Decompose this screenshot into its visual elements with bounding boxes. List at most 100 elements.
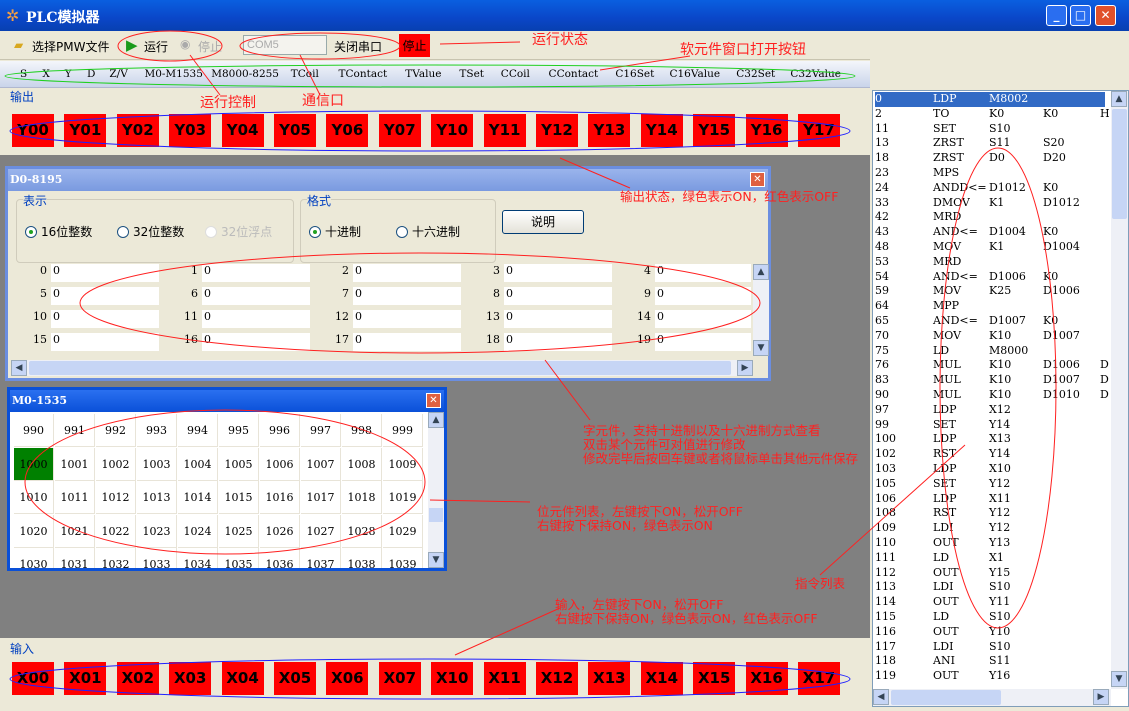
input-x14-button[interactable]: X14: [640, 662, 683, 695]
d-horizontal-scrollbar[interactable]: ◀ ▶: [11, 360, 753, 376]
instruction-row[interactable]: 2 TO K0 K0 H:: [875, 107, 1109, 122]
m-bit-cell[interactable]: 1009: [383, 447, 423, 481]
input-x07-button[interactable]: X07: [378, 662, 421, 695]
output-y06-button[interactable]: Y06: [326, 114, 369, 147]
close-port-button[interactable]: 关闭串口: [334, 40, 383, 54]
m-bit-cell[interactable]: 1008: [342, 447, 382, 481]
d-value-field[interactable]: 0: [504, 264, 612, 282]
input-x15-button[interactable]: X15: [693, 662, 736, 695]
close-button[interactable]: ✕: [1095, 5, 1116, 26]
m-bit-cell[interactable]: 996: [260, 414, 300, 447]
instruction-vertical-scrollbar[interactable]: ▲ ▼: [1111, 91, 1128, 689]
run-button[interactable]: 运行: [144, 40, 169, 54]
m-bit-cell[interactable]: 1007: [301, 447, 341, 481]
m-bit-cell[interactable]: 1002: [96, 447, 136, 481]
instruction-row[interactable]: 0 LDP M8002: [875, 92, 1105, 107]
element-window-button[interactable]: D: [87, 68, 96, 80]
m-bit-cell[interactable]: 1039: [383, 548, 423, 568]
minimize-button[interactable]: _: [1046, 5, 1067, 26]
m-bit-cell[interactable]: 1028: [342, 514, 382, 548]
input-x10-button[interactable]: X10: [431, 662, 474, 695]
m-bit-cell[interactable]: 1033: [137, 548, 177, 568]
instruction-row[interactable]: 102 RST Y14: [875, 447, 1105, 462]
m-bit-cell[interactable]: 1026: [260, 514, 300, 548]
input-x04-button[interactable]: X04: [221, 662, 264, 695]
instruction-row[interactable]: 115 LD S10: [875, 610, 1105, 625]
m-bit-cell[interactable]: 1023: [137, 514, 177, 548]
output-y05-button[interactable]: Y05: [274, 114, 316, 147]
m-bit-cell[interactable]: 1014: [178, 481, 218, 514]
d-value-field[interactable]: 0: [353, 264, 461, 282]
element-window-button[interactable]: C16Value: [669, 68, 721, 80]
m-bit-cell[interactable]: 991: [55, 414, 95, 447]
output-y10-button[interactable]: Y10: [431, 114, 474, 147]
help-button[interactable]: 说明: [502, 210, 584, 234]
element-window-button[interactable]: Y: [64, 68, 72, 80]
d-window-close-button[interactable]: ✕: [750, 172, 765, 187]
input-x13-button[interactable]: X13: [588, 662, 631, 695]
d-value-field[interactable]: 0: [202, 287, 310, 305]
element-window-button[interactable]: TCoil: [290, 68, 319, 80]
d-value-field[interactable]: 0: [655, 333, 751, 351]
element-window-button[interactable]: CContact: [548, 68, 599, 80]
m-bit-cell[interactable]: 1017: [301, 481, 341, 514]
instruction-row[interactable]: 106 LDP X11: [875, 492, 1105, 507]
radio-hex[interactable]: 十六进制: [396, 223, 460, 240]
instruction-row[interactable]: 43 AND<= D1004 K0: [875, 225, 1105, 240]
m-bit-cell[interactable]: 999: [383, 414, 423, 447]
d-value-field[interactable]: 0: [51, 310, 159, 328]
radio-32bit[interactable]: 32位整数: [117, 223, 184, 240]
m-bit-cell[interactable]: 1021: [55, 514, 95, 548]
instruction-row[interactable]: 18 ZRST D0 D20: [875, 151, 1105, 166]
m-vertical-scrollbar[interactable]: ▲ ▼: [428, 412, 444, 568]
d-value-field[interactable]: 0: [655, 264, 751, 282]
m-bit-cell[interactable]: 1001: [55, 447, 95, 481]
m-bit-cell[interactable]: 1011: [55, 481, 95, 514]
instruction-row[interactable]: 11 SET S10: [875, 122, 1105, 137]
m-bit-cell[interactable]: 1029: [383, 514, 423, 548]
m-bit-cell[interactable]: 1013: [137, 481, 177, 514]
d-value-field[interactable]: 0: [353, 287, 461, 305]
output-y04-button[interactable]: Y04: [221, 114, 264, 147]
m-bit-cell[interactable]: 1005: [219, 447, 259, 481]
element-window-button[interactable]: TSet: [459, 68, 485, 80]
d-value-field[interactable]: 0: [51, 333, 159, 351]
output-y14-button[interactable]: Y14: [640, 114, 683, 147]
element-window-button[interactable]: C16Set: [615, 68, 655, 80]
output-y11-button[interactable]: Y11: [483, 114, 526, 147]
m-bit-cell[interactable]: 1022: [96, 514, 136, 548]
stop-button[interactable]: 停止: [198, 40, 223, 54]
m-bit-cell[interactable]: 1025: [219, 514, 259, 548]
d-value-field[interactable]: 0: [504, 287, 612, 305]
input-x06-button[interactable]: X06: [326, 662, 369, 695]
output-y12-button[interactable]: Y12: [536, 114, 578, 147]
d-value-field[interactable]: 0: [655, 287, 751, 305]
instruction-row[interactable]: 113 LDI S10: [875, 580, 1105, 595]
m-bit-cell[interactable]: 990: [14, 414, 54, 447]
instruction-row[interactable]: 48 MOV K1 D1004: [875, 240, 1105, 255]
m-bit-cell[interactable]: 1035: [219, 548, 259, 568]
d-value-field[interactable]: 0: [51, 264, 159, 282]
instruction-row[interactable]: 109 LDI Y12: [875, 521, 1105, 536]
instruction-row[interactable]: 112 OUT Y15: [875, 566, 1105, 581]
m-bit-cell[interactable]: 1031: [55, 548, 95, 568]
d-value-field[interactable]: 0: [353, 310, 461, 328]
element-window-button[interactable]: S: [20, 68, 28, 80]
output-y17-button[interactable]: Y17: [798, 114, 840, 147]
element-window-button[interactable]: TValue: [405, 68, 442, 80]
instruction-row[interactable]: 53 MRD: [875, 255, 1105, 270]
instruction-row[interactable]: 105 SET Y12: [875, 477, 1105, 492]
open-file-button[interactable]: 选择PMW文件: [32, 40, 110, 54]
output-y02-button[interactable]: Y02: [116, 114, 159, 147]
instruction-row[interactable]: 108 RST Y12: [875, 506, 1105, 521]
m-bit-cell[interactable]: 1037: [301, 548, 341, 568]
instruction-row[interactable]: 65 AND<= D1007 K0: [875, 314, 1105, 329]
output-y13-button[interactable]: Y13: [588, 114, 631, 147]
m-bit-cell[interactable]: 1003: [137, 447, 177, 481]
m-bit-cell[interactable]: 1019: [383, 481, 423, 514]
d-value-field[interactable]: 0: [655, 310, 751, 328]
m-bit-cell[interactable]: 1018: [342, 481, 382, 514]
m-bit-cell[interactable]: 993: [137, 414, 177, 447]
instruction-row[interactable]: 54 AND<= D1006 K0: [875, 270, 1105, 285]
element-window-button[interactable]: Z/V: [109, 68, 128, 80]
